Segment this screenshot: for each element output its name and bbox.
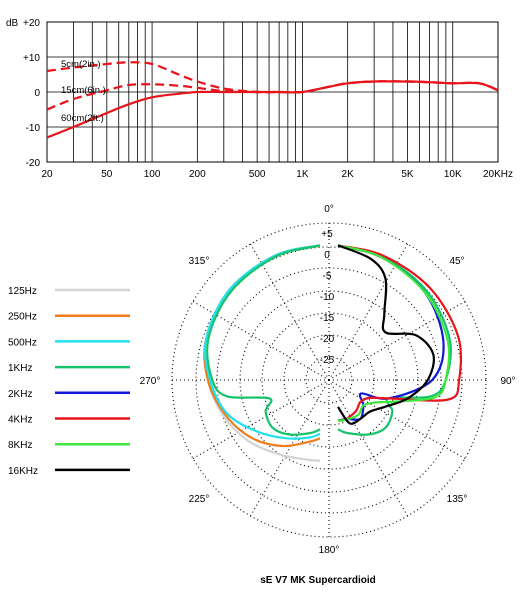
x-tick-labels: 20 50 100 200 500 1K 2K 5K 10K 20KHz bbox=[41, 169, 513, 180]
angle-label-315: 315° bbox=[189, 256, 210, 267]
y-tick-label: +10 bbox=[23, 53, 40, 64]
polar-spoke bbox=[328, 379, 408, 517]
polar-curves bbox=[203, 244, 463, 462]
y-unit-label: dB bbox=[6, 18, 19, 29]
polar-series-250hz-left bbox=[203, 244, 321, 448]
y-tick-label: +20 bbox=[23, 18, 40, 29]
polar-series-500hz-left bbox=[203, 244, 321, 440]
chart-caption: sE V7 MK Supercardioid bbox=[260, 575, 376, 586]
x-tick-label: 5K bbox=[401, 169, 414, 180]
freq-series-line-3 bbox=[46, 80, 499, 139]
polar-spoke bbox=[328, 301, 466, 381]
polar-series-125hz-left bbox=[203, 244, 321, 462]
x-tick-label: 500 bbox=[249, 169, 266, 180]
polar-grid bbox=[171, 222, 487, 538]
frequency-response-plot: dB +20 +10 0 -10 -20 20 50 100 200 500 1K 2K 5K… bbox=[6, 18, 513, 180]
polar-ring-labels: +5 0 -5 -10 -15 -20 -25 bbox=[320, 229, 335, 366]
legend-label: 500Hz bbox=[8, 337, 37, 348]
ring-label: +5 bbox=[321, 229, 333, 240]
x-tick-label: 20 bbox=[41, 169, 53, 180]
x-tick-label: 100 bbox=[144, 169, 161, 180]
x-tick-label: 10K bbox=[444, 169, 462, 180]
ring-label: 0 bbox=[324, 250, 330, 261]
ring-label: -20 bbox=[320, 334, 335, 345]
legend-label: 125Hz bbox=[8, 286, 37, 297]
angle-label-135: 135° bbox=[447, 494, 468, 505]
polar-plot: +5 0 -5 -10 -15 -20 -25 0° 45° 90° 135° 180° 2… bbox=[140, 204, 516, 556]
ring-label: -25 bbox=[320, 355, 335, 366]
legend-label: 4KHz bbox=[8, 415, 32, 426]
curve-label-15cm: 15cm(6in.) bbox=[61, 85, 106, 96]
curve-label-5cm: 5cm(2in.) bbox=[61, 59, 101, 70]
freq-curves bbox=[46, 61, 499, 139]
legend: 125Hz 250Hz 500Hz 1KHz 2KHz 4KHz 8KHz 16KHz bbox=[8, 286, 130, 477]
polar-series-1khz-left bbox=[206, 244, 321, 436]
legend-label: 250Hz bbox=[8, 312, 37, 323]
polar-ring bbox=[305, 356, 353, 404]
x-tick-label: 20KHz bbox=[483, 169, 513, 180]
x-tick-label: 50 bbox=[101, 169, 113, 180]
curve-label-60cm: 60cm(2ft.) bbox=[61, 113, 104, 124]
angle-label-45: 45° bbox=[449, 256, 464, 267]
x-tick-label: 2K bbox=[342, 169, 355, 180]
legend-label: 8KHz bbox=[8, 440, 32, 451]
angle-label-90: 90° bbox=[500, 376, 515, 387]
x-tick-label: 200 bbox=[189, 169, 206, 180]
y-tick-label: -20 bbox=[26, 158, 41, 169]
legend-label: 1KHz bbox=[8, 363, 32, 374]
polar-series-1khz-right bbox=[337, 244, 452, 436]
polar-spoke bbox=[192, 301, 330, 381]
legend-label: 16KHz bbox=[8, 466, 38, 477]
angle-label-270: 270° bbox=[140, 376, 161, 387]
polar-series-16khz-right bbox=[337, 244, 435, 425]
polar-ring bbox=[261, 312, 397, 448]
ring-label: -5 bbox=[323, 271, 332, 282]
ring-label: -10 bbox=[320, 292, 335, 303]
legend-label: 2KHz bbox=[8, 389, 32, 400]
freq-series-line-2 bbox=[46, 80, 499, 111]
angle-label-180: 180° bbox=[319, 545, 340, 556]
y-tick-label: 0 bbox=[34, 88, 40, 99]
polar-series-8khz-right bbox=[337, 244, 451, 422]
angle-label-0: 0° bbox=[324, 204, 334, 215]
x-tick-label: 1K bbox=[296, 169, 309, 180]
ring-label: -15 bbox=[320, 313, 335, 324]
y-tick-label: -10 bbox=[26, 123, 41, 134]
angle-label-225: 225° bbox=[189, 494, 210, 505]
